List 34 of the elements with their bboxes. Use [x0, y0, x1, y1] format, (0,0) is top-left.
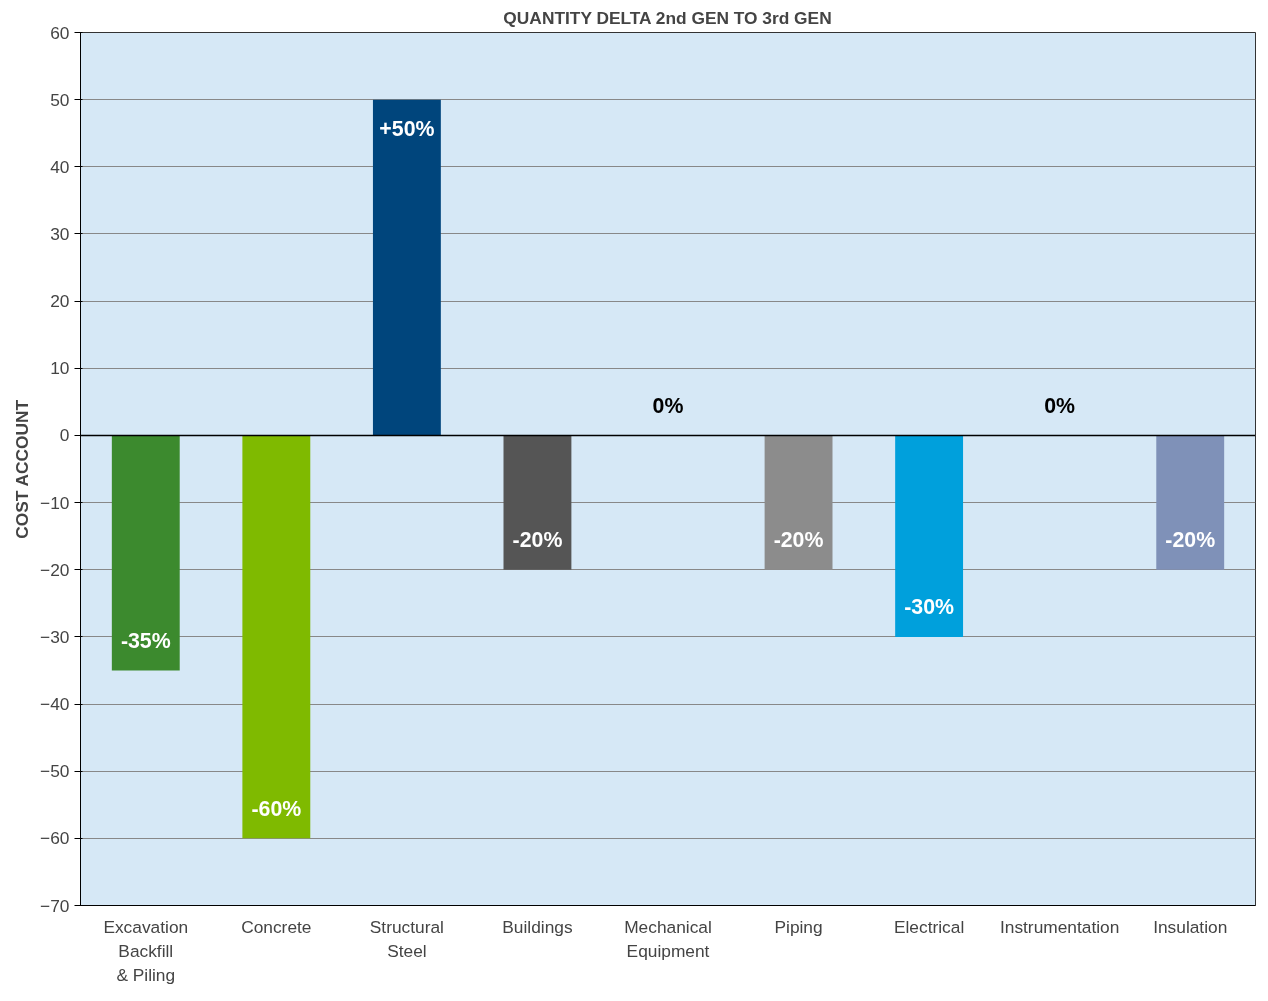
y-tick-label: −10	[40, 492, 70, 513]
x-tick-label: Concrete	[241, 916, 312, 937]
y-tick-label: −50	[40, 761, 70, 782]
chart-title: QUANTITY DELTA 2nd GEN TO 3rd GEN	[503, 7, 832, 28]
x-tick-label: Excavation Backfill & Piling	[103, 916, 189, 985]
x-tick-label: Insulation	[1153, 916, 1228, 937]
y-axis-title: COST ACCOUNT	[12, 399, 33, 539]
y-tick-label: −30	[40, 626, 70, 647]
data-label: 0%	[1044, 393, 1076, 418]
data-label: -20%	[773, 528, 824, 553]
x-tick-label: Piping	[774, 916, 823, 937]
data-label: 0%	[652, 393, 684, 418]
x-tick-label: Instrumentation	[999, 916, 1120, 937]
x-tick-label: Electrical	[893, 916, 965, 937]
data-label: -30%	[904, 595, 955, 620]
y-tick-label: 20	[50, 291, 70, 312]
data-label: +50%	[379, 117, 435, 142]
y-tick-label: 50	[50, 89, 70, 110]
y-tick-label: 0	[59, 425, 70, 446]
y-tick-label: 40	[50, 156, 70, 177]
data-label: -20%	[512, 528, 563, 553]
x-tick-label: Buildings	[502, 916, 573, 937]
data-label: -60%	[251, 796, 302, 821]
data-label: -20%	[1165, 528, 1216, 553]
x-tick-label: Structural Steel	[369, 916, 444, 961]
y-tick-label: −40	[40, 694, 70, 715]
y-tick-label: 60	[50, 22, 70, 43]
y-tick-label: 30	[50, 223, 70, 244]
y-tick-label: 10	[50, 358, 70, 379]
x-tick-label: Mechanical Equipment	[624, 916, 712, 961]
y-tick-label: −70	[40, 895, 70, 916]
data-label: -35%	[120, 629, 171, 653]
y-tick-label: −60	[40, 828, 70, 849]
y-tick-label: −20	[40, 559, 70, 580]
